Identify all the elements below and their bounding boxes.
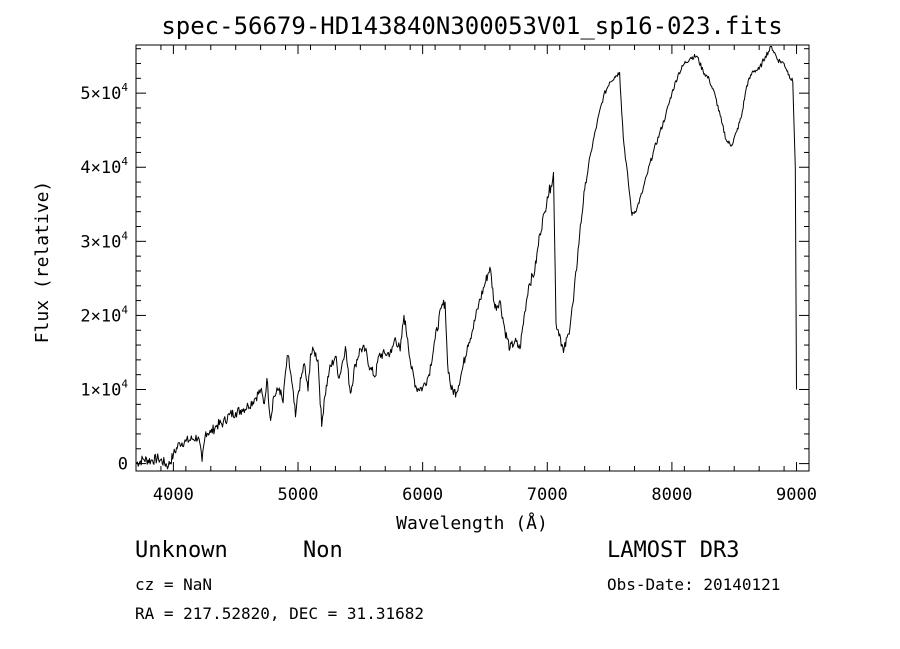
y-tick-label: 1×104 <box>80 378 128 401</box>
x-tick-label: 6000 <box>402 485 443 505</box>
survey-name: LAMOST DR3 <box>607 538 740 563</box>
object-class: Unknown <box>135 538 228 563</box>
observation-date: Obs-Date: 20140121 <box>607 575 781 594</box>
x-tick-label: 8000 <box>651 485 692 505</box>
x-axis-label: Wavelength (Å) <box>396 512 548 534</box>
x-axis-ticks: 4000 5000 6000 7000 8000 9000 <box>135 45 817 505</box>
plot-frame <box>135 44 810 472</box>
y-axis-label: Flux (relative) <box>32 181 53 344</box>
series-line-flux <box>135 45 797 470</box>
coordinates: RA = 217.52820, DEC = 31.31682 <box>135 604 424 623</box>
y-tick-label: 3×104 <box>80 229 128 252</box>
x-tick-label: 4000 <box>153 485 194 505</box>
y-tick-label: 4×104 <box>80 155 128 178</box>
y-tick-label: 5×104 <box>80 81 128 104</box>
y-axis-ticks: 0 1×104 2×104 3×104 4×104 5×104 <box>80 48 809 475</box>
y-tick-label: 0 <box>118 455 128 475</box>
chart-title: spec-56679-HD143840N300053V01_sp16-023.f… <box>161 12 782 40</box>
object-subclass: Non <box>303 538 343 563</box>
redshift-value: cz = NaN <box>135 575 213 594</box>
x-tick-label: 9000 <box>776 485 817 505</box>
x-tick-label: 5000 <box>278 485 319 505</box>
x-tick-label: 7000 <box>527 485 568 505</box>
y-tick-label: 2×104 <box>80 303 128 326</box>
